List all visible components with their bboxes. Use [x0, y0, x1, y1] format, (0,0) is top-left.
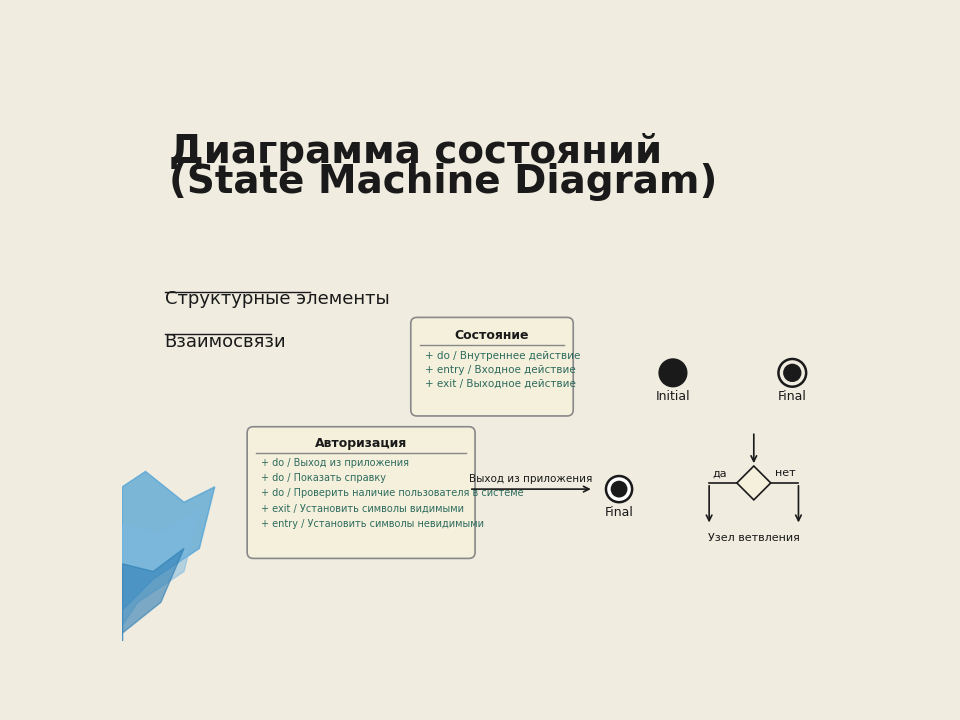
Text: Final: Final [605, 506, 634, 519]
Circle shape [660, 359, 686, 387]
FancyBboxPatch shape [411, 318, 573, 416]
Text: Состояние: Состояние [455, 328, 529, 341]
Text: + do / Выход из приложения: + do / Выход из приложения [261, 457, 409, 467]
Circle shape [612, 482, 627, 497]
Text: + do / Внутреннее действие: + do / Внутреннее действие [424, 351, 580, 361]
Polygon shape [123, 549, 184, 641]
FancyBboxPatch shape [247, 427, 475, 559]
Text: Авторизация: Авторизация [315, 437, 407, 450]
Text: + exit / Выходное действие: + exit / Выходное действие [424, 379, 575, 389]
Text: Initial: Initial [656, 390, 690, 402]
Circle shape [606, 476, 632, 503]
Text: Final: Final [778, 390, 806, 402]
Polygon shape [737, 466, 771, 500]
Circle shape [783, 364, 801, 382]
Text: (State Machine Diagram): (State Machine Diagram) [169, 163, 717, 202]
Text: Выход из приложения: Выход из приложения [468, 474, 592, 485]
Text: + do / Проверить наличие пользователя в системе: + do / Проверить наличие пользователя в … [261, 488, 523, 498]
Polygon shape [123, 510, 200, 641]
Text: нет: нет [775, 468, 796, 478]
Text: + entry / Установить символы невидимыми: + entry / Установить символы невидимыми [261, 519, 484, 529]
Text: Диаграмма состояний: Диаграмма состояний [169, 132, 661, 171]
Text: да: да [712, 468, 727, 478]
Text: Узел ветвления: Узел ветвления [708, 533, 800, 543]
Text: + do / Показать справку: + do / Показать справку [261, 473, 386, 483]
Text: + exit / Установить символы видимыми: + exit / Установить символы видимыми [261, 504, 464, 514]
Text: Взаимосвязи: Взаимосвязи [165, 333, 286, 351]
Polygon shape [123, 472, 215, 641]
Text: + entry / Входное действие: + entry / Входное действие [424, 365, 575, 375]
Text: Структурные элементы: Структурные элементы [165, 290, 390, 308]
